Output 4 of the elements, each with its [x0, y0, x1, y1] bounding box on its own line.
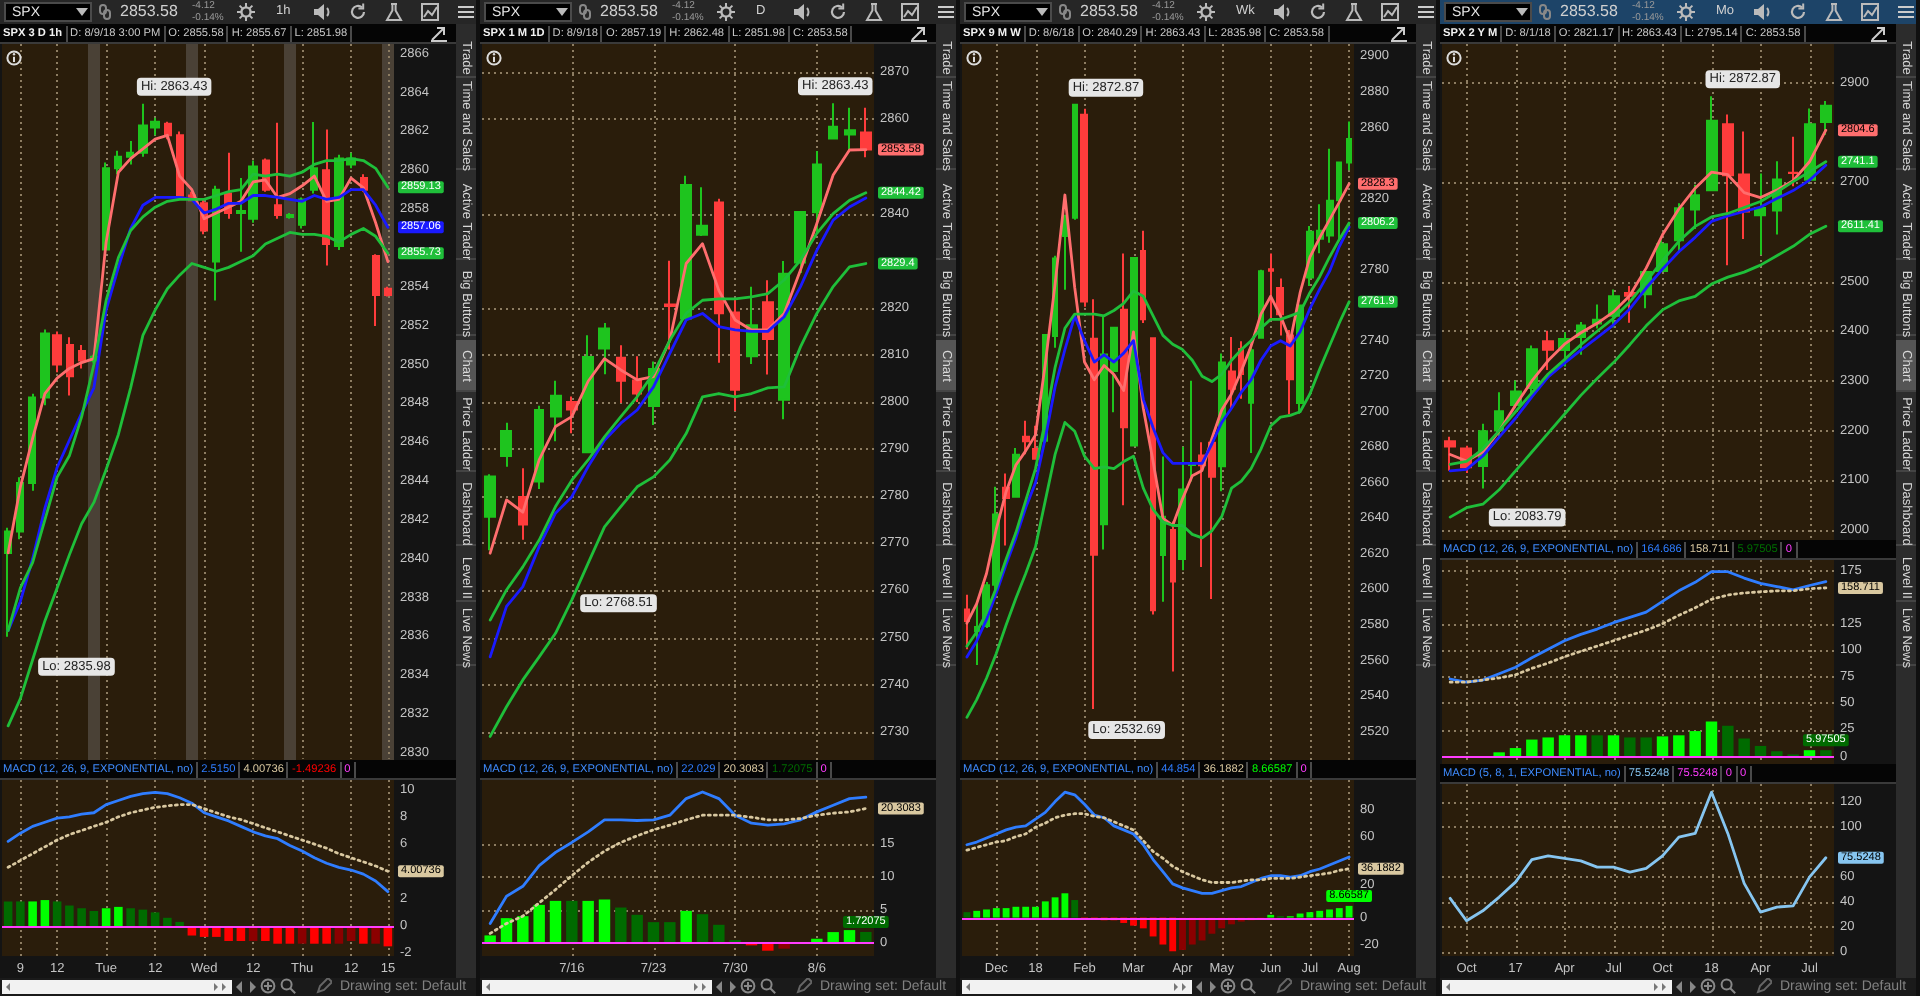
text: 2853.58	[120, 2, 178, 20]
text: 2853.58	[1560, 2, 1618, 20]
text: 2853.58	[600, 2, 658, 20]
text: 2853.58	[1080, 2, 1138, 20]
